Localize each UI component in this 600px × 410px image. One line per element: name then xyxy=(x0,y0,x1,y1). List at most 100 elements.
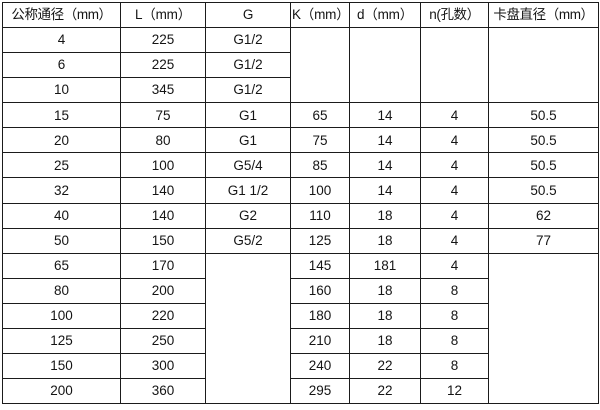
table-row: 6 225 G1/2 xyxy=(2,52,599,79)
cell-dn: 32 xyxy=(2,177,121,204)
cell-k: 75 xyxy=(290,127,350,154)
cell-g: G1 xyxy=(205,102,291,129)
cell-dn: 100 xyxy=(2,302,121,329)
cell-chuck_dia: 62 xyxy=(488,202,599,229)
cell-k: 100 xyxy=(290,177,350,204)
cell-n: 8 xyxy=(420,327,489,354)
cell-l: 140 xyxy=(120,202,206,229)
cell-dn: 200 xyxy=(2,377,121,405)
cell-d: 14 xyxy=(349,152,421,179)
cell-l: 225 xyxy=(120,27,206,54)
table-row: 20 80 G1 75 14 4 50.5 xyxy=(2,127,599,154)
cell-k: 180 xyxy=(290,302,350,329)
cell-g: G1/2 xyxy=(205,27,291,54)
cell-k: 210 xyxy=(290,327,350,354)
column-header-k: K（mm） xyxy=(290,1,350,29)
cell-d: 14 xyxy=(349,177,421,204)
cell-d: 18 xyxy=(349,227,421,254)
cell-d: 18 xyxy=(349,327,421,354)
cell-g: G2 xyxy=(205,202,291,229)
cell-g: G1 1/2 xyxy=(205,177,291,204)
cell-k: 125 xyxy=(290,227,350,254)
cell-d: 14 xyxy=(349,127,421,154)
cell-dn: 10 xyxy=(2,77,121,104)
cell-g: G1/2 xyxy=(205,77,291,104)
cell-d: 14 xyxy=(349,102,421,129)
cell-dn: 150 xyxy=(2,352,121,379)
cell-chuck_dia: 77 xyxy=(488,227,599,254)
table-row: 200 360 295 22 12 xyxy=(2,377,599,405)
cell-dn: 125 xyxy=(2,327,121,354)
cell-n: 12 xyxy=(420,377,489,405)
cell-l: 200 xyxy=(120,277,206,304)
cell-dn: 40 xyxy=(2,202,121,229)
cell-chuck_dia: 50.5 xyxy=(488,152,599,179)
column-header-dn: 公称通径（mm） xyxy=(2,1,121,29)
cell-dn: 6 xyxy=(2,52,121,79)
cell-l: 150 xyxy=(120,227,206,254)
cell-k: 65 xyxy=(290,102,350,129)
cell-g: G1/2 xyxy=(205,52,291,79)
cell-k: 160 xyxy=(290,277,350,304)
cell-dn: 65 xyxy=(2,252,121,279)
cell-dn: 20 xyxy=(2,127,121,154)
column-header-d: d（mm） xyxy=(349,1,421,29)
cell-n: 4 xyxy=(420,127,489,154)
cell-dn: 80 xyxy=(2,277,121,304)
cell-d: 181 xyxy=(349,252,421,279)
cell-n: 4 xyxy=(420,102,489,129)
table-header-row: 公称通径（mm） L（mm） G K（mm） d（mm） n(孔数） 卡盘直径（mm） xyxy=(2,1,599,29)
cell-dn: 4 xyxy=(2,27,121,54)
cell-k: 295 xyxy=(290,377,350,405)
cell-l: 250 xyxy=(120,327,206,354)
cell-l: 360 xyxy=(120,377,206,405)
cell-n: 4 xyxy=(420,202,489,229)
cell-chuck_dia: 50.5 xyxy=(488,177,599,204)
cell-k: 240 xyxy=(290,352,350,379)
cell-d: 18 xyxy=(349,202,421,229)
column-header-g: G xyxy=(205,1,291,29)
cell-dn: 15 xyxy=(2,102,121,129)
cell-dn: 50 xyxy=(2,227,121,254)
cell-k: 110 xyxy=(290,202,350,229)
cell-k: 145 xyxy=(290,252,350,279)
table-row: 65 170 145 181 4 xyxy=(2,252,599,405)
cell-d: 18 xyxy=(349,302,421,329)
cell-n xyxy=(420,27,489,104)
table-row: 25 100 G5/4 85 14 4 50.5 xyxy=(2,152,599,179)
table-row: 125 250 210 18 8 xyxy=(2,327,599,354)
cell-l: 140 xyxy=(120,177,206,204)
cell-g: G5/4 xyxy=(205,152,291,179)
cell-l: 345 xyxy=(120,77,206,104)
cell-l: 75 xyxy=(120,102,206,129)
cell-d: 18 xyxy=(349,277,421,304)
table-row: 150 300 240 22 8 xyxy=(2,352,599,379)
cell-l: 300 xyxy=(120,352,206,379)
cell-chuck_dia xyxy=(488,27,599,104)
cell-g: G5/2 xyxy=(205,227,291,254)
cell-chuck_dia: 50.5 xyxy=(488,102,599,129)
cell-l: 225 xyxy=(120,52,206,79)
table-row: 4 225 G1/2 xyxy=(2,27,599,104)
cell-l: 170 xyxy=(120,252,206,279)
cell-g: G1 xyxy=(205,127,291,154)
cell-chuck_dia xyxy=(488,252,599,405)
cell-g xyxy=(205,252,291,405)
table-row: 40 140 G2 110 18 4 62 xyxy=(2,202,599,229)
column-header-chuck_dia: 卡盘直径（mm） xyxy=(488,1,599,29)
cell-d xyxy=(349,27,421,104)
table-row: 50 150 G5/2 125 18 4 77 xyxy=(2,227,599,254)
cell-k xyxy=(290,27,350,104)
cell-d: 22 xyxy=(349,377,421,405)
cell-d: 22 xyxy=(349,352,421,379)
column-header-n: n(孔数） xyxy=(420,1,489,29)
cell-n: 4 xyxy=(420,227,489,254)
cell-l: 220 xyxy=(120,302,206,329)
table-row: 80 200 160 18 8 xyxy=(2,277,599,304)
table-row: 32 140 G1 1/2 100 14 4 50.5 xyxy=(2,177,599,204)
cell-n: 8 xyxy=(420,352,489,379)
column-header-l: L（mm） xyxy=(120,1,206,29)
